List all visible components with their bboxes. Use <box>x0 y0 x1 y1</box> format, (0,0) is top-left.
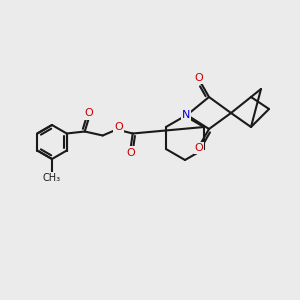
Text: N: N <box>182 110 190 120</box>
Text: O: O <box>84 109 93 118</box>
Text: O: O <box>114 122 123 133</box>
Text: O: O <box>195 73 203 83</box>
Text: O: O <box>195 143 203 153</box>
Text: CH₃: CH₃ <box>43 173 61 183</box>
Text: O: O <box>126 148 135 158</box>
